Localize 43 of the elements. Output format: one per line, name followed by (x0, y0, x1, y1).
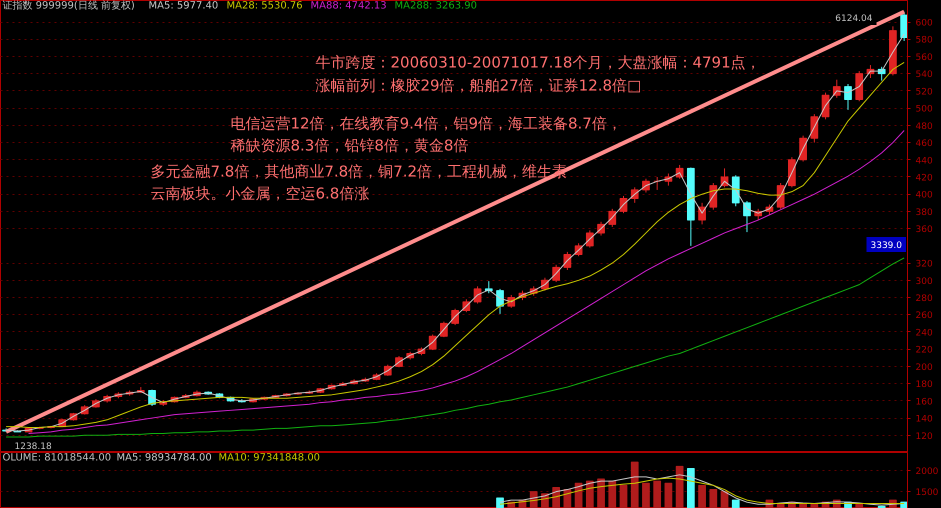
y-tick-label: 520 (916, 87, 933, 98)
y-tick-label: 540 (916, 70, 933, 80)
y-tick-label: 420 (916, 173, 933, 184)
y-tick-label: 260 (916, 311, 933, 322)
y-tick-label: 500 (916, 104, 933, 115)
y-tick-label: 360 (916, 225, 933, 236)
annotation: 稀缺资源8.3倍，铅锌8倍，黄金8倍 (230, 136, 468, 154)
y-tick-label: 300 (916, 276, 933, 287)
annotation: 6124.04 (835, 14, 873, 24)
y-tick-label: 480 (916, 122, 933, 132)
y-tick-label: 120 (916, 432, 933, 442)
annotation: 云南板块。小金属，空运6.8倍涨 (150, 184, 370, 202)
y-tick-label: 160 (916, 397, 933, 408)
y-tick-label: 1500 (916, 488, 939, 498)
y-tick-label: 440 (916, 156, 933, 166)
annotation: 电信运营12倍，在线教育9.4倍，铝9倍，海工装备8.7倍， (230, 114, 622, 132)
chart-title: OLUME: 81018544.00 (2, 452, 112, 464)
y-tick-label: 600 (916, 18, 933, 29)
annotation: 涨幅前列：橡胶29倍，船舶27倍，证券12.8倍□ (316, 76, 642, 94)
y-tick-label: 400 (916, 190, 933, 201)
y-tick-label: 240 (916, 328, 933, 338)
y-tick-label: 280 (916, 294, 933, 304)
annotation: 3339.0 (870, 241, 902, 251)
text: MA10: 97341848.00 (218, 452, 320, 464)
annotation: 多元金融7.8倍，其他商业7.8倍，铜7.2倍，工程机械，维生素 (150, 162, 568, 180)
y-tick-label: 200 (916, 362, 933, 373)
text: MA88: 4742.13 (310, 0, 387, 12)
text: MA288: 3263.90 (394, 0, 477, 12)
y-tick-label: 560 (916, 52, 933, 63)
y-tick-label: 380 (916, 208, 933, 218)
annotation: 1238.18 (14, 442, 52, 452)
y-tick-label: 320 (916, 260, 933, 270)
y-tick-label: 180 (916, 380, 933, 390)
text: MA5: 98934784.00 (116, 452, 212, 464)
y-tick-label: 140 (916, 414, 933, 425)
y-tick-label: 2000 (916, 467, 939, 478)
text: MA28: 5530.76 (226, 0, 303, 12)
chart-title: 证指数 999999(日线 前复权) (2, 0, 135, 12)
text: MA5: 5977.40 (148, 0, 218, 12)
y-tick-label: 460 (916, 139, 933, 150)
annotation: 牛市跨度：20060310-20071017.18个月，大盘涨幅：4791点， (316, 54, 761, 72)
y-tick-label: 220 (916, 346, 933, 356)
y-tick-label: 580 (916, 36, 933, 46)
